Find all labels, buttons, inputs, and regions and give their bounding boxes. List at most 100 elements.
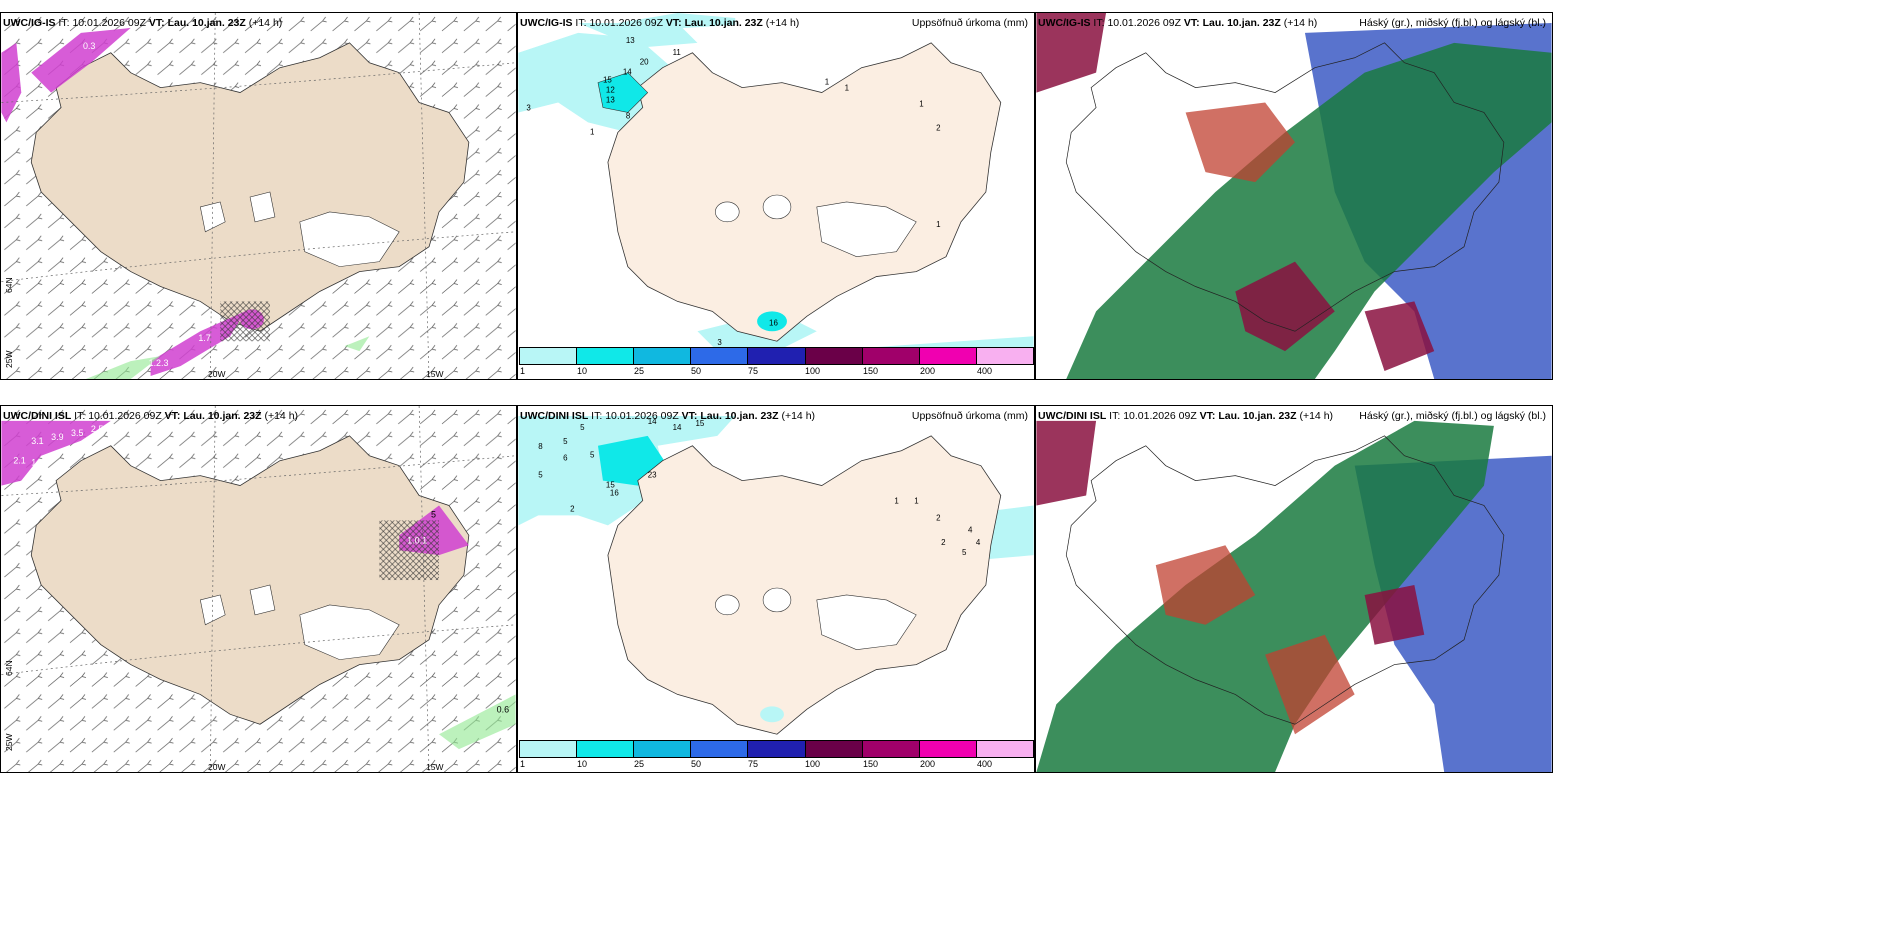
axis-label-25w: 25W — [4, 733, 14, 751]
colorbar-segment — [804, 347, 863, 365]
axis-label-64n: 64N — [4, 277, 14, 293]
panel-header: UWC/IG-IS IT: 10.01.2026 09Z VT: Lau. 10… — [1038, 17, 1318, 29]
wind-label: 0.3 — [83, 41, 95, 51]
colorbar-label: 50 — [691, 759, 702, 769]
precip-value: 4 — [976, 538, 981, 547]
colorbar-segment — [975, 347, 1034, 365]
precip-value: 1 — [914, 496, 919, 505]
precip-value: 1 — [919, 99, 924, 108]
precip-colorbar-top — [519, 347, 1034, 365]
colorbar-segment — [690, 347, 749, 365]
axis-label-20w: 20W — [208, 369, 226, 379]
panel-header: UWC/DINI ISL IT: 10.01.2026 09Z VT: Lau.… — [3, 410, 299, 422]
colorbar-segment — [747, 740, 806, 758]
wind-label: 2.5 — [91, 424, 103, 434]
wind-label: 1.7 — [198, 333, 210, 343]
precip-value: 2 — [936, 513, 941, 522]
precip-value: 5 — [962, 548, 967, 557]
precip-value: 8 — [538, 442, 543, 451]
precip-value: 5 — [563, 437, 568, 446]
colorbar-label: 50 — [691, 366, 702, 376]
panel-header: UWC/IG-IS IT: 10.01.2026 09Z VT: Lau. 10… — [520, 17, 800, 29]
cloud-title: Háský (gr.), miðský (fj.bl.) og lágský (… — [1359, 17, 1546, 29]
wind-label: 1.2.3 — [149, 358, 169, 368]
colorbar-segment — [519, 740, 578, 758]
precip-value: 15 — [606, 481, 615, 490]
colorbar-segment — [576, 347, 635, 365]
colorbar-label: 10 — [577, 759, 588, 769]
wind-panel-top: 0.3 1.7 1.2.3 UWC/IG-IS IT: 10.01.2026 0… — [0, 12, 517, 380]
wind-label: 1.3 — [31, 458, 43, 468]
iceland-landmass — [607, 42, 1002, 342]
panel-header: UWC/IG-IS IT: 10.01.2026 09Z VT: Lau. 10… — [3, 17, 283, 29]
wind-map-top: 0.3 1.7 1.2.3 — [1, 13, 516, 379]
wind-label: 3.9 — [51, 432, 63, 442]
colorbar-label: 100 — [805, 759, 821, 769]
cloud-title: Háský (gr.), miðský (fj.bl.) og lágský (… — [1359, 410, 1546, 422]
axis-label-25w: 25W — [4, 350, 14, 368]
colorbar-label: 75 — [748, 759, 759, 769]
colorbar-labels: 1 10 25 50 75 100 150 200 400 — [519, 759, 1033, 771]
precip-value: 15 — [695, 419, 704, 428]
precip-value: 20 — [640, 58, 649, 67]
precip-map-bottom: 14 14 15 5 8 5 6 5 5 2 15 16 23 1 1 2 2 … — [518, 415, 1034, 748]
precip-map-top: 13 11 15 12 13 14 20 8 1 3 1 1 1 2 1 16 … — [518, 13, 1034, 364]
precip-value: 13 — [626, 36, 635, 45]
axis-label-15w: 15W — [426, 369, 444, 379]
wind-label: 0.6 — [497, 704, 509, 714]
colorbar-label: 400 — [977, 759, 993, 769]
precip-value: 8 — [626, 111, 631, 120]
colorbar-label: 400 — [977, 366, 993, 376]
colorbar-label: 200 — [920, 366, 936, 376]
cloud-panel-top: UWC/IG-IS IT: 10.01.2026 09Z VT: Lau. 10… — [1035, 12, 1553, 380]
precip-value: 2 — [936, 123, 941, 132]
colorbar-segment — [861, 740, 920, 758]
precip-value: 14 — [673, 423, 682, 432]
colorbar-segment — [804, 740, 863, 758]
precip-title: Uppsöfnuð úrkoma (mm) — [911, 410, 1028, 422]
colorbar-label: 100 — [805, 366, 821, 376]
colorbar-label: 10 — [577, 366, 588, 376]
colorbar-label: 1 — [520, 366, 526, 376]
precip-value: 5 — [590, 451, 595, 460]
cloud-panel-bottom: UWC/DINI ISL IT: 10.01.2026 09Z VT: Lau.… — [1035, 405, 1553, 773]
wind-label: 3.1 — [31, 436, 43, 446]
precip-colorbar-bottom — [519, 740, 1034, 758]
precip-value: 14 — [648, 417, 657, 426]
axis-label-15w: 15W — [426, 762, 444, 772]
cloud-map-top — [1036, 13, 1552, 379]
colorbar-labels: 1 10 25 50 75 100 150 200 400 — [519, 366, 1033, 378]
colorbar-segment — [519, 347, 578, 365]
precip-value: 6 — [563, 454, 568, 463]
precip-value: 3 — [717, 338, 722, 347]
colorbar-label: 25 — [634, 366, 645, 376]
precip-value: 5 — [580, 423, 585, 432]
iceland-outline — [1065, 42, 1505, 332]
precip-value: 2 — [570, 504, 575, 513]
wind-panel-bottom: 3.1 3.9 3.5 2.5 2.1 1.3 5 1.0.1 0.6 UWC/… — [0, 405, 517, 773]
precip-value: 4 — [968, 525, 973, 534]
precip-value: 1 — [590, 127, 595, 136]
precip-value: 5 — [538, 471, 543, 480]
precip-value: 1 — [936, 220, 941, 229]
colorbar-segment — [633, 347, 692, 365]
colorbar-segment — [918, 347, 977, 365]
colorbar-label: 25 — [634, 759, 645, 769]
wind-label: 1.0.1 — [407, 535, 427, 545]
precip-value: 1 — [894, 496, 899, 505]
cloud-map-bottom — [1036, 406, 1552, 772]
colorbar-label: 1 — [520, 759, 526, 769]
colorbar-label: 150 — [863, 366, 879, 376]
colorbar-label: 150 — [863, 759, 879, 769]
axis-label-20w: 20W — [208, 762, 226, 772]
wind-label: 5 — [431, 509, 436, 519]
colorbar-segment — [690, 740, 749, 758]
wind-label: 3.5 — [71, 428, 83, 438]
precip-title: Uppsöfnuð úrkoma (mm) — [911, 17, 1028, 29]
colorbar-segment — [747, 347, 806, 365]
panel-header: UWC/DINI ISL IT: 10.01.2026 09Z VT: Lau.… — [520, 410, 816, 422]
colorbar-segment — [576, 740, 635, 758]
precip-panel-top: 13 11 15 12 13 14 20 8 1 3 1 1 1 2 1 16 … — [517, 12, 1035, 380]
iceland-outline — [1065, 435, 1505, 725]
colorbar-segment — [918, 740, 977, 758]
